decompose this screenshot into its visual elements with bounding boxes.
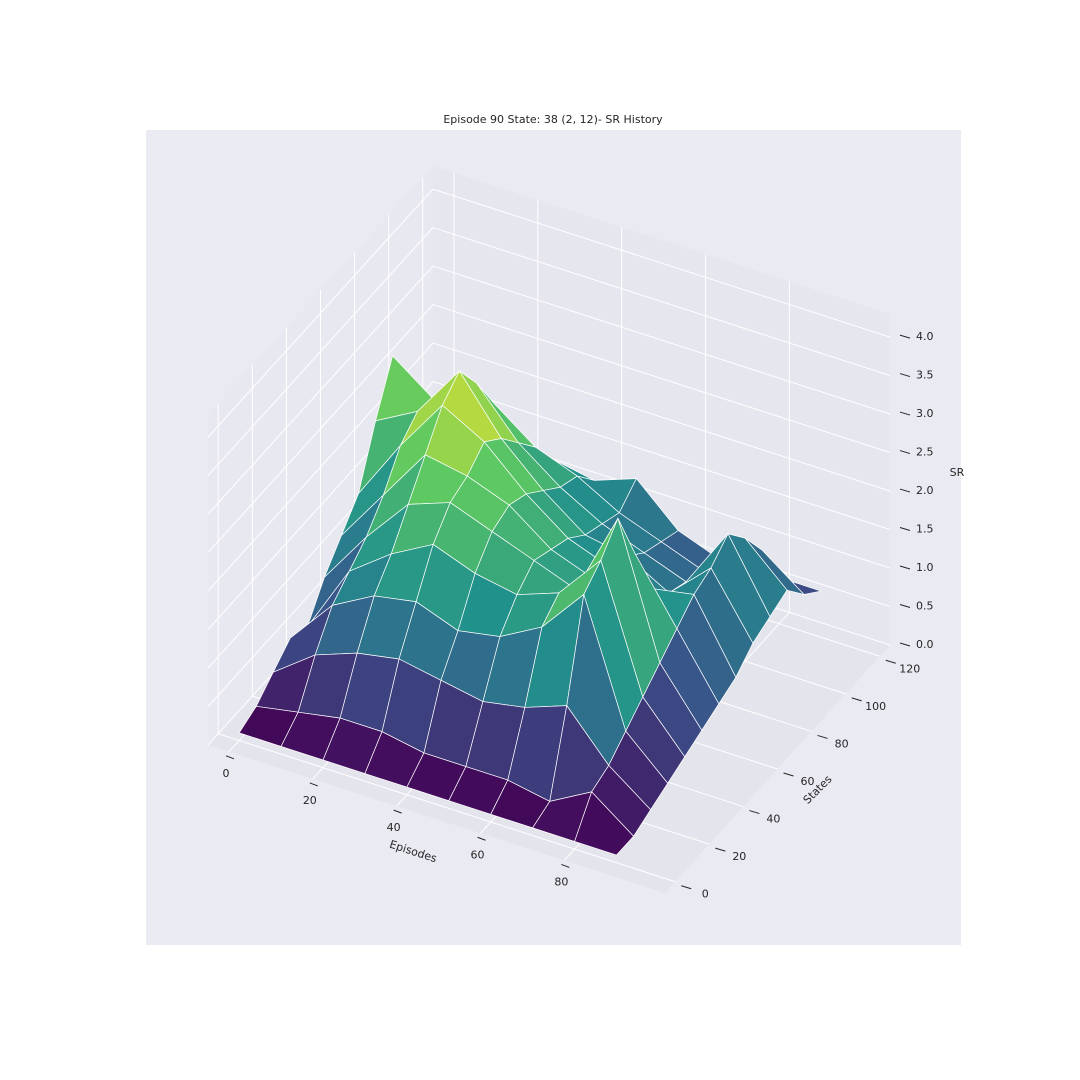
grid-line <box>207 265 434 515</box>
y-tick-label: 100 <box>865 700 886 713</box>
tick-mark <box>749 810 760 815</box>
y-tick-label: 20 <box>732 850 746 863</box>
z-tick-label: 1.5 <box>916 523 934 536</box>
tick-mark <box>783 772 794 777</box>
tick-mark <box>477 836 486 841</box>
grid-line <box>207 227 434 476</box>
z-tick-label: 2.5 <box>916 446 934 459</box>
y-tick-label: 80 <box>835 737 849 750</box>
grid-line <box>207 304 434 553</box>
z-axis-label: SR <box>950 466 965 479</box>
chart-title: Episode 90 State: 38 (2, 12)- SR History <box>443 113 663 126</box>
y-tick-label: 0 <box>702 888 709 901</box>
tick-mark <box>899 373 911 378</box>
surface-cell <box>574 791 635 856</box>
grid-line <box>432 304 891 454</box>
tick-mark <box>899 527 911 532</box>
y-tick-label: 60 <box>801 775 815 788</box>
z-tick-label: 0.5 <box>916 600 934 613</box>
tick-mark <box>393 809 402 814</box>
grid-line <box>432 227 891 377</box>
grid-line <box>207 188 434 438</box>
surface <box>238 354 823 856</box>
ticks: 0 20 40 60 80 0 20 40 60 80 100 120 0.0 0.5 1.0 1.5 2.0 2… <box>222 330 933 901</box>
z-tick-label: 3.5 <box>916 369 934 382</box>
tick-mark <box>885 659 896 664</box>
tick-mark <box>715 847 726 852</box>
tick-mark <box>561 863 570 868</box>
tick-mark <box>899 604 911 608</box>
y-tick-label: 40 <box>766 813 780 826</box>
z-tick-label: 1.0 <box>916 561 934 574</box>
x-tick-label: 80 <box>554 875 568 888</box>
x-tick-label: 60 <box>471 848 485 861</box>
tick-mark <box>225 755 235 760</box>
z-tick-label: 3.0 <box>916 407 934 420</box>
tick-mark <box>681 885 692 890</box>
grid-line <box>432 188 891 338</box>
tick-mark <box>817 734 828 739</box>
z-tick-label: 2.0 <box>916 484 934 497</box>
tick-mark <box>309 782 318 787</box>
x-tick-label: 0 <box>222 767 229 780</box>
tick-mark <box>899 334 911 339</box>
tick-mark <box>899 565 911 570</box>
tick-mark <box>851 697 862 702</box>
tick-mark <box>899 411 911 416</box>
tick-mark <box>899 642 911 647</box>
grid-line <box>432 381 891 531</box>
z-tick-label: 4.0 <box>916 330 934 343</box>
tick-mark <box>899 488 911 493</box>
grid-line <box>218 733 676 883</box>
grid-line <box>432 342 891 492</box>
x-tick-label: 40 <box>387 821 401 834</box>
z-tick-label: 0.0 <box>916 638 934 651</box>
tick-mark <box>899 450 911 455</box>
y-tick-label: 120 <box>899 662 920 675</box>
grid-line <box>432 265 891 415</box>
x-tick-label: 20 <box>303 794 317 807</box>
